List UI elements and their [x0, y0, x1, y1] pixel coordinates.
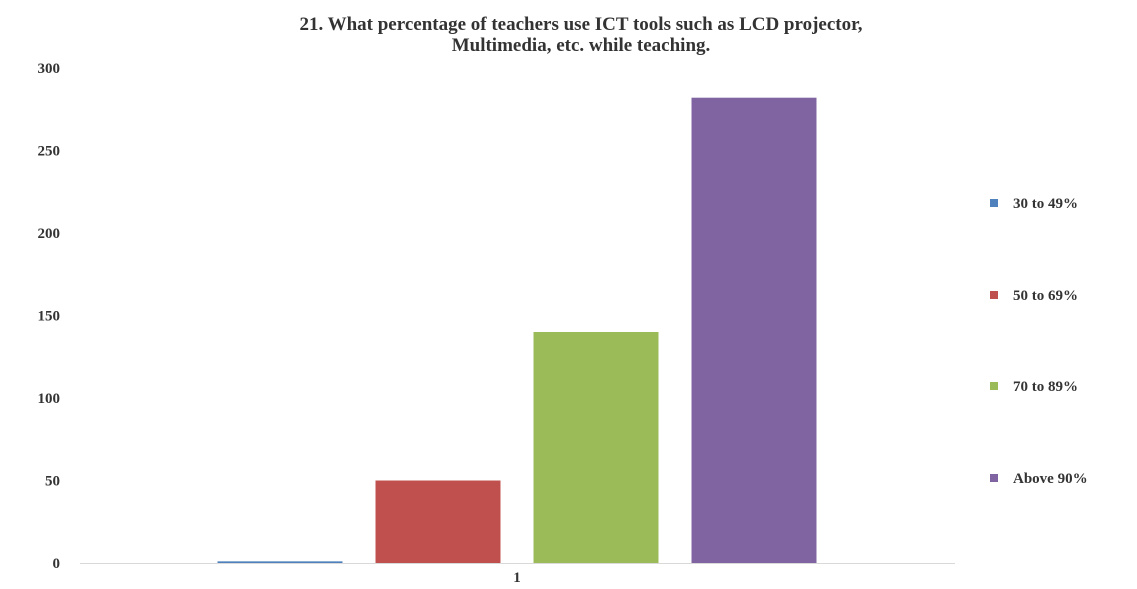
y-tick-label: 250	[38, 144, 61, 160]
chart-title-line-1: 21. What percentage of teachers use ICT …	[299, 14, 862, 35]
legend-label: 70 to 89%	[1013, 379, 1078, 395]
legend-label: Above 90%	[1013, 471, 1088, 487]
y-tick-label: 200	[38, 226, 61, 242]
legend-marker	[990, 382, 998, 390]
bars	[217, 97, 817, 563]
legend-label: 30 to 49%	[1013, 196, 1078, 212]
bar-30-to-49	[217, 561, 343, 563]
legend-marker	[990, 474, 998, 482]
y-tick-label: 300	[38, 61, 61, 77]
y-tick-label: 50	[45, 474, 60, 490]
bar-above-90	[691, 97, 817, 563]
bar-50-to-69	[375, 480, 501, 563]
legend-marker	[990, 199, 998, 207]
y-tick-label: 0	[53, 556, 61, 572]
y-tick-label: 150	[38, 309, 61, 325]
legend-marker	[990, 291, 998, 299]
y-axis: 0 50 100 150 200 250 300	[38, 61, 61, 572]
y-tick-label: 100	[38, 391, 61, 407]
x-tick-label: 1	[513, 570, 521, 586]
legend: 30 to 49% 50 to 69% 70 to 89% Above 90%	[990, 196, 1088, 487]
legend-label: 50 to 69%	[1013, 288, 1078, 304]
bar-70-to-89	[533, 332, 659, 563]
chart-title-line-2: Multimedia, etc. while teaching.	[452, 35, 711, 56]
